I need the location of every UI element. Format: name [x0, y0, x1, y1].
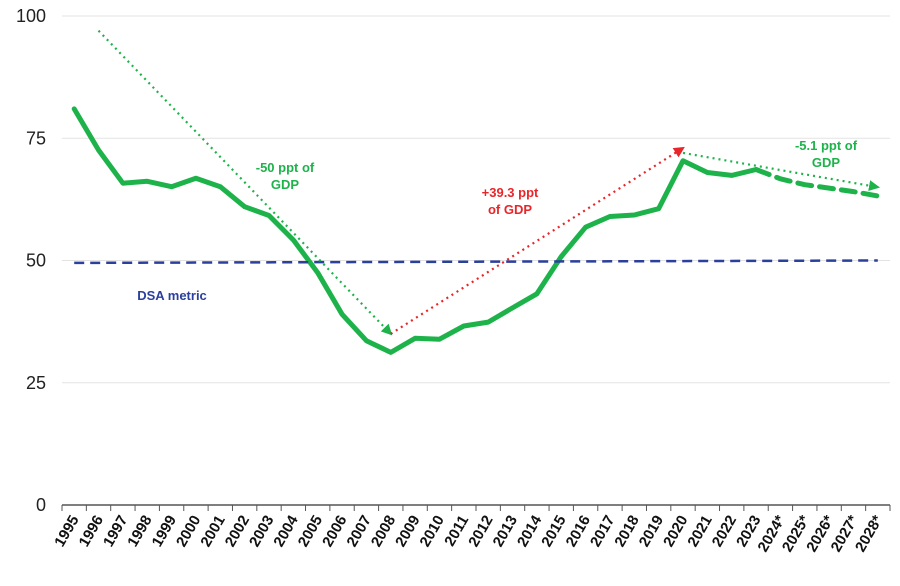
- annotation-line: DSA metric: [137, 288, 207, 303]
- y-tick-label: 25: [26, 373, 46, 393]
- x-tick-label: 2019: [636, 513, 667, 550]
- x-tick-label: 2021: [684, 513, 715, 550]
- debt-line: [71, 106, 759, 355]
- x-tick-label: 2013: [490, 513, 521, 550]
- x-tick-label: 2004: [270, 512, 302, 550]
- x-tick-label: 2005: [295, 513, 326, 550]
- trend-arrow: [97, 29, 393, 336]
- annotation-line: GDP: [812, 155, 841, 170]
- annotation-line: -50 ppt of: [256, 160, 315, 175]
- x-tick-label: 2009: [392, 513, 423, 550]
- dsa-metric-line: [74, 259, 878, 265]
- annotation-line: GDP: [271, 177, 300, 192]
- y-axis: 0 25 50 75 100: [16, 6, 46, 515]
- annotation-line: of GDP: [488, 202, 532, 217]
- x-tick-label: 2012: [465, 513, 496, 550]
- x-axis: 1995199619971998199920002001200220032004…: [51, 504, 891, 555]
- x-tick-label: 1995: [51, 513, 82, 550]
- series-layer: [71, 106, 881, 355]
- annotation-label: +39.3 ppt of GDP: [482, 185, 539, 217]
- x-tick-label: 2018: [611, 513, 642, 550]
- annotation-line: -5.1 ppt of: [795, 138, 858, 153]
- x-tick-label: 1997: [100, 513, 131, 550]
- x-tick-label: 2014: [514, 512, 546, 550]
- y-tick-label: 75: [26, 128, 46, 148]
- y-tick-label: 0: [36, 495, 46, 515]
- gridlines: [62, 15, 890, 384]
- annotation-label: -50 ppt of GDP: [256, 160, 315, 192]
- x-tick-label: 2022: [709, 513, 740, 550]
- x-tick-label: 2008: [368, 513, 399, 550]
- y-tick-label: 50: [26, 251, 46, 271]
- x-tick-label: 2020: [660, 513, 691, 550]
- x-tick-label: 2016: [563, 513, 594, 550]
- x-tick-label: 2000: [173, 513, 204, 550]
- annotation-label: -5.1 ppt of GDP: [795, 138, 858, 170]
- x-tick-label: 2002: [222, 513, 253, 550]
- x-tick-label: 2010: [417, 513, 448, 550]
- x-tick-label: 1998: [124, 513, 155, 550]
- x-tick-label: 2017: [587, 513, 618, 550]
- x-tick-label: 1999: [149, 513, 180, 550]
- x-tick-label: 2015: [538, 513, 569, 550]
- annotations-layer: -50 ppt of GDP +39.3 ppt of GDP -5.1 ppt of G…: [137, 138, 858, 303]
- x-tick-label: 2003: [246, 513, 277, 550]
- trend-arrow: [682, 151, 880, 192]
- x-tick-label: 2007: [343, 513, 374, 550]
- annotation-label: DSA metric: [137, 288, 207, 303]
- x-tick-label: 2006: [319, 513, 350, 550]
- arrows-layer: [97, 29, 880, 336]
- x-tick-label: 2001: [197, 513, 228, 550]
- trend-arrow: [390, 146, 685, 335]
- annotation-line: +39.3 ppt: [482, 185, 539, 200]
- y-tick-label: 100: [16, 6, 46, 26]
- x-tick-label: 1996: [76, 513, 107, 550]
- debt-forecast-line: [753, 167, 881, 199]
